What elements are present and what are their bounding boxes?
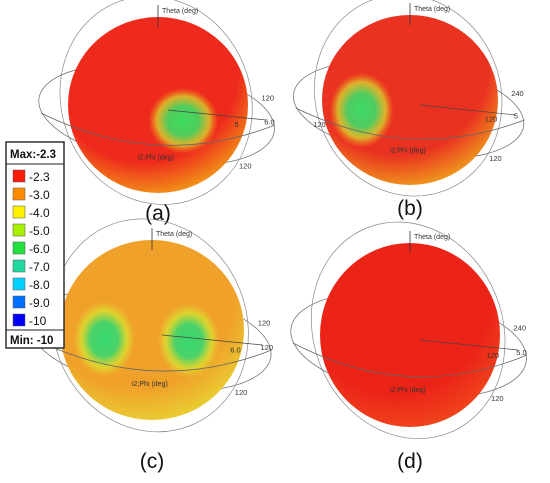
tick-label: 120 — [262, 94, 275, 103]
panel-caption: (a) — [145, 202, 171, 225]
orbit-ring-vertical — [59, 0, 253, 205]
tick-label: 120 — [235, 388, 248, 397]
theta-axis-label: Theta (deg) — [162, 8, 198, 15]
tick-label: 6.0 — [264, 117, 274, 126]
legend-value-label: -5.0 — [29, 224, 50, 238]
tick-label: 120 — [487, 351, 500, 360]
panel-a: Theta (deg) i2;Phi (deg) 120 5 6.0 120 (a) — [38, 0, 276, 225]
phi-axis-line — [419, 339, 519, 351]
orbit-ring-vertical — [310, 221, 506, 440]
tick-label: 240 — [511, 89, 524, 98]
tick-label: 5.0 — [516, 348, 526, 357]
panel-caption: (d) — [397, 450, 423, 473]
legend-swatch — [12, 259, 26, 273]
phi-axis-label: i2;Phi (deg) — [390, 148, 426, 155]
pattern-null-region — [73, 301, 136, 377]
legend-swatch — [12, 187, 26, 201]
phi-axis-line — [167, 109, 267, 121]
phi-axis-label: i2;Phi (deg) — [138, 155, 174, 162]
radiation-pattern-body — [320, 243, 500, 427]
legend-swatch — [12, 241, 26, 255]
tick-label: 240 — [514, 323, 527, 332]
tick-label: 6.0 — [230, 346, 240, 355]
orbit-ring-front-arc — [32, 337, 272, 372]
orbit-ring-vertical — [51, 218, 249, 433]
tick-label: 120 — [239, 161, 252, 170]
legend-value-label: -7.0 — [29, 260, 50, 274]
tick-label: 5 — [235, 120, 239, 129]
legend-swatch — [12, 223, 26, 237]
orbit-ring-vertical — [313, 0, 503, 197]
theta-axis-label: Theta (deg) — [414, 6, 450, 13]
panel-caption: (c) — [140, 450, 165, 473]
tick-label: 120 — [313, 120, 326, 129]
legend-swatch — [12, 313, 26, 327]
legend-min-label: Min: -10 — [10, 335, 53, 347]
legend-swatch — [12, 205, 26, 219]
legend-value-label: -8.0 — [29, 278, 50, 292]
legend-value-label: -6.0 — [29, 242, 50, 256]
tick-label: 120 — [491, 394, 504, 403]
phi-axis-line — [161, 334, 263, 346]
legend-max-label: Max:-2.3 — [10, 149, 56, 161]
orbit-ring-front-arc — [40, 112, 276, 146]
panel-c: Theta (deg) i2;Phi (deg) 120 6.0 120 120 (c) — [29, 218, 274, 473]
legend-value-label: -2.3 — [29, 170, 50, 184]
legend-swatch — [12, 295, 26, 309]
pattern-null-region — [329, 72, 394, 148]
theta-axis-label: Theta (deg) — [156, 231, 192, 238]
tick-label: 120 — [485, 114, 498, 123]
tick-label: 5 — [514, 112, 518, 121]
legend-swatches: -2.3 -3.0 -4.0 -5.0 -6.0 -7.0 -8.0 -9.0 -10 — [12, 169, 50, 328]
panel-b: Theta (deg) i2;Phi (deg) 240 120 5 120 120 (b) — [292, 0, 525, 220]
tick-label: 120 — [489, 154, 502, 163]
tick-label: 120 — [261, 343, 274, 352]
legend-value-label: -3.0 — [29, 188, 50, 202]
pattern-null-region — [148, 87, 219, 154]
orbit-ring-front-arc — [295, 107, 525, 140]
orbit-ring-front-arc — [292, 342, 528, 378]
legend-value-label: -9.0 — [29, 296, 50, 310]
legend-swatch — [12, 277, 26, 291]
pattern-null-region — [157, 303, 220, 379]
panel-d: Theta (deg) i2;Phi (deg) 240 120 5.0 120 (d) — [290, 221, 528, 473]
tick-label: 120 — [258, 319, 271, 328]
phi-axis-label: i2;Phi (deg) — [390, 387, 426, 394]
legend-value-label: -10 — [29, 314, 47, 328]
legend-swatch — [12, 169, 26, 183]
legend-value-label: -4.0 — [29, 206, 50, 220]
colorbar-legend: Max:-2.3 Min: -10 -2.3 -3.0 -4.0 -5.0 -6.0 -7… — [5, 141, 65, 349]
panel-caption: (b) — [397, 197, 423, 220]
phi-axis-label: i2;Phi (deg) — [132, 381, 168, 388]
theta-axis-label: Theta (deg) — [414, 234, 450, 241]
phi-axis-line — [419, 104, 516, 116]
